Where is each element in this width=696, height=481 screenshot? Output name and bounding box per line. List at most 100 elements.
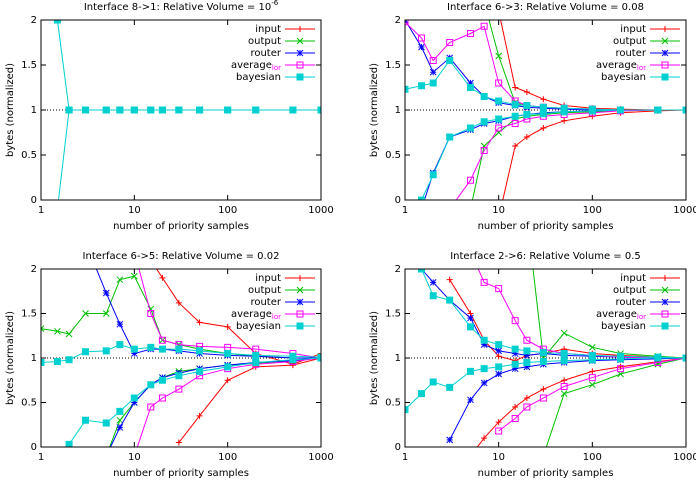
data-point (224, 323, 231, 330)
data-point (480, 341, 488, 349)
data-point (83, 239, 89, 245)
data-point (224, 350, 232, 358)
data-point (467, 79, 474, 87)
legend-marker (297, 275, 303, 281)
data-point (511, 345, 519, 353)
data-point (466, 124, 474, 132)
x-axis-label: number of priority samples (478, 468, 614, 479)
data-point (495, 115, 503, 123)
data-point (480, 22, 488, 30)
legend-marker (661, 286, 669, 294)
legend-marker (296, 61, 304, 69)
series-line (421, 269, 686, 359)
data-point (429, 378, 437, 386)
x-tick-label: 10 (492, 452, 505, 463)
data-point (41, 358, 45, 366)
series-line (488, 20, 686, 111)
series-line (57, 109, 321, 200)
data-point (466, 176, 474, 184)
data-point (447, 206, 453, 212)
data-point (466, 84, 474, 91)
legend-marker (296, 73, 304, 81)
chart-panel: Interface 6->5: Relative Volume = 0.02 nu… (5, 239, 334, 479)
data-point (103, 453, 109, 459)
data-point (224, 377, 231, 384)
data-point (289, 356, 297, 364)
series-line (500, 20, 686, 111)
data-point (175, 372, 183, 380)
data-point (147, 381, 155, 389)
data-point (82, 106, 90, 114)
series-line (545, 357, 686, 447)
data-point (130, 399, 138, 406)
plot-frame (40, 268, 322, 448)
legend-subscript: lor (272, 313, 281, 321)
plot-area (41, 239, 321, 459)
x-tick-label: 1 (402, 205, 408, 216)
data-point (512, 143, 519, 149)
x-axis-label: number of priority samples (478, 221, 614, 232)
data-point (495, 353, 502, 360)
data-point (539, 110, 547, 118)
x-tick-label: 100 (583, 205, 602, 216)
data-point (175, 106, 183, 114)
data-point (467, 396, 474, 404)
data-point (252, 358, 260, 366)
y-tick-label: 0 (31, 195, 37, 206)
series-line (455, 109, 686, 200)
data-point (175, 299, 182, 306)
y-tick-label: 1 (395, 353, 401, 364)
data-point (480, 365, 488, 373)
data-point (523, 347, 531, 355)
plot-area (405, 20, 686, 212)
data-point (588, 381, 596, 389)
x-axis-label: number of priority samples (113, 221, 249, 232)
y-axis-label: bytes (normalized) (5, 311, 16, 405)
data-point (196, 367, 204, 375)
series-line (498, 357, 686, 432)
data-point (116, 407, 124, 415)
data-point (116, 416, 124, 424)
legend-label: bayesian (601, 72, 646, 83)
legend-label: averagelor (596, 309, 646, 321)
x-tick-label: 1 (38, 205, 44, 216)
data-point (617, 355, 625, 363)
data-point (466, 323, 474, 331)
y-axis-label: bytes (normalized) (369, 311, 380, 405)
data-point (417, 34, 425, 42)
chart-panel: Interface 8->1: Relative Volume = 10-6 nu… (5, 0, 334, 232)
y-tick-label: 1 (31, 353, 37, 364)
data-point (82, 310, 89, 317)
y-tick-label: 0.5 (21, 150, 37, 161)
data-point (54, 327, 61, 335)
data-point (158, 345, 166, 353)
series-line (532, 269, 686, 360)
x-axis-label: number of priority samples (113, 468, 249, 479)
data-point (175, 345, 183, 353)
legend-subscript: lor (637, 64, 646, 72)
data-point (429, 292, 437, 300)
data-point (429, 171, 437, 179)
legend-label: output (613, 36, 646, 47)
data-point (511, 360, 519, 368)
data-point (147, 403, 155, 411)
data-point (467, 453, 473, 459)
legend-marker (296, 310, 304, 318)
series-line (95, 269, 321, 359)
chart-title: Interface 6->5: Relative Volume = 0.02 (83, 251, 280, 262)
data-point (512, 403, 519, 410)
legend-marker (661, 73, 669, 81)
data-point (480, 336, 488, 344)
data-point (523, 358, 531, 366)
plot-frame (404, 19, 687, 201)
legend-marker (661, 322, 669, 330)
data-point (102, 106, 110, 114)
data-point (523, 134, 530, 140)
data-point (588, 107, 596, 115)
plot-frame (404, 268, 687, 448)
data-point (523, 336, 531, 344)
legend-label: input (255, 24, 281, 35)
data-point (147, 343, 155, 351)
chart-title: Interface 8->1: Relative Volume = 10-6 (84, 0, 279, 13)
data-point (405, 85, 409, 93)
